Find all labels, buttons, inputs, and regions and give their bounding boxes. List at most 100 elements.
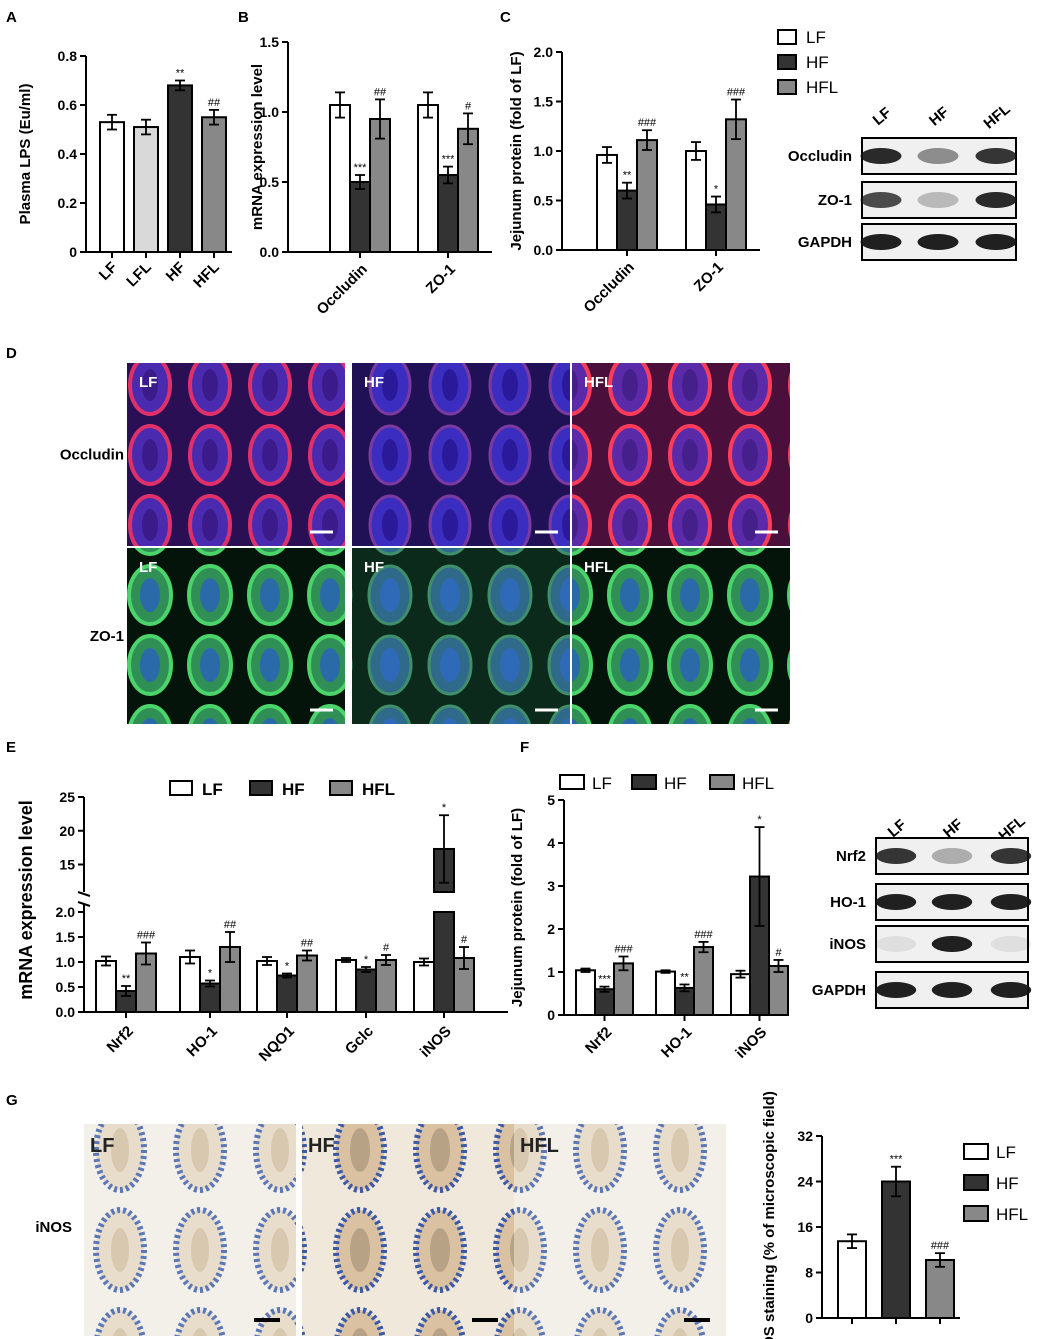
blot-f-band [990,894,1032,910]
blot-f-band [875,982,917,998]
panel-e-axis-break [77,891,91,897]
legend-label-hf: HF [806,53,829,72]
panel-e-y-tick-label: 0.0 [56,1004,76,1020]
panel-e-bar [179,956,201,1013]
blot-f-row-label: iNOS [829,936,866,953]
blot-f-row-label: GAPDH [812,982,866,999]
legend-swatch-hfl [777,79,797,95]
panel-a-x-tick-label: LF [96,259,121,284]
panel-f-y-tick-label: 3 [547,878,555,894]
blot-f-band [990,982,1032,998]
panel-f-legend-label: HFL [742,774,774,793]
panel-f-bar [693,946,714,1016]
panel-d-micrograph [352,363,570,546]
panel-b-bar [329,104,351,253]
panel-e-y-tick-label: 1.0 [56,954,76,970]
panel-e-x-tick-label: Gclc [342,1023,377,1058]
panel-e-x-tick-label: NQO1 [256,1023,298,1065]
panel-c-y-tick-label: 1.0 [534,143,554,159]
panel-c-bar [596,153,618,252]
panel-f-bar [655,970,676,1017]
panel-e-bar [199,982,221,1013]
panel-f-sig-label: * [757,814,762,826]
panel-f-legend-swatch [559,774,585,790]
panel-f-sig-label: # [775,947,782,959]
panel-e-y-tick-label: 2.0 [56,904,76,920]
panel-f-x-tick-label: iNOS [732,1024,770,1062]
panel-e-sig-label: * [285,961,290,973]
panel-a-y-tick-label: 0.4 [58,146,78,162]
panel-g-bar [925,1258,955,1320]
panel-letter-d: D [6,345,17,362]
panel-f-legend-label: HF [664,774,687,793]
panel-a-bar [99,121,125,254]
blot-f-band [875,936,917,952]
panel-a-sig-label: ** [176,68,185,80]
panel-e-bar [296,954,318,1013]
panel-b-x-tick-label: Occludin [313,261,370,318]
blot-c-lane-label: HF [926,104,952,130]
panel-e-sig-label: * [442,802,447,814]
panel-c-sig-label: ### [638,117,657,129]
panel-g-legend-swatch [963,1205,989,1222]
panel-f-y-tick-label: 2 [547,921,555,937]
panel-c-sig-label: ### [727,87,746,99]
panel-f-legend-swatch [631,774,657,790]
panel-d-micrograph [127,548,345,724]
blot-c-band [860,192,902,208]
panel-e-sig-label: # [461,934,468,946]
panel-e-bar [95,960,117,1013]
panel-d-image-label: LF [139,559,157,576]
panel-f-y-tick-label: 1 [547,964,555,980]
panel-e-sig-label: ## [301,938,314,950]
panel-f-sig-label: ### [614,944,633,956]
panel-f-y-tick-label: 0 [547,1007,555,1023]
panel-f-bar [575,969,596,1017]
panel-g-legend-label: HFL [996,1205,1028,1224]
panel-g-legend-swatch [963,1143,989,1160]
panel-b-sig-label: *** [354,162,368,174]
panel-e-legend-label: LF [202,780,223,799]
panel-a-y-axis-label: Plasma LPS (Eu/ml) [17,84,34,225]
panel-b-bar [417,104,439,253]
panel-a-x-tick-label: HF [163,259,189,285]
blot-c-row-label: ZO-1 [818,192,852,209]
panel-e-bar [276,974,298,1013]
panel-g-row-label: iNOS [35,1219,72,1236]
panel-g-micrograph [514,1124,726,1336]
panel-c-x-tick-label: ZO-1 [691,259,727,295]
panel-e-y-tick-label: 0.5 [56,979,76,995]
panel-g-image-label: LF [90,1135,114,1157]
panel-d-image-label: HF [364,559,384,576]
panel-c-x-tick-label: Occludin [580,259,637,316]
panel-b-sig-label: ## [374,86,387,98]
panel-b-sig-label: *** [442,154,456,166]
blot-c-band [917,234,959,250]
panel-g-image-label: HFL [520,1135,559,1157]
static-layer: A B C D E F G [6,9,529,1109]
panel-d-micrograph [572,363,790,546]
panel-b-y-tick-label: 1.5 [260,34,280,50]
panel-a-y-tick-label: 0 [69,244,77,260]
panel-e-y-tick-label: 15 [59,857,75,873]
blot-f-band [931,982,973,998]
panel-e-legend-swatch [249,780,273,796]
panel-e-sig-label: * [364,954,369,966]
panel-letter-e: E [6,739,16,756]
panel-f-sig-label: *** [598,974,612,986]
blot-f-band [931,936,973,952]
legend-swatch-lf [777,29,797,45]
blot-c-band [975,148,1017,164]
panel-e-legend-label: HFL [362,780,395,799]
panel-f-y-axis-label: Jejunum protein (fold of LF) [509,808,526,1007]
panel-e-bar [375,959,397,1013]
panel-g-legend-label: LF [996,1143,1016,1162]
panel-g-bar [837,1240,867,1319]
panel-g-legend-label: HF [996,1174,1019,1193]
panel-g-y-tick-label: 0 [805,1310,813,1326]
panel-d-image-label: LF [139,374,157,391]
panel-a-y-tick-label: 0.2 [58,195,78,211]
panel-e-x-tick-label: HO-1 [183,1023,220,1060]
panel-c-bar [616,189,638,252]
panel-e-y-tick-label: 25 [59,789,75,805]
